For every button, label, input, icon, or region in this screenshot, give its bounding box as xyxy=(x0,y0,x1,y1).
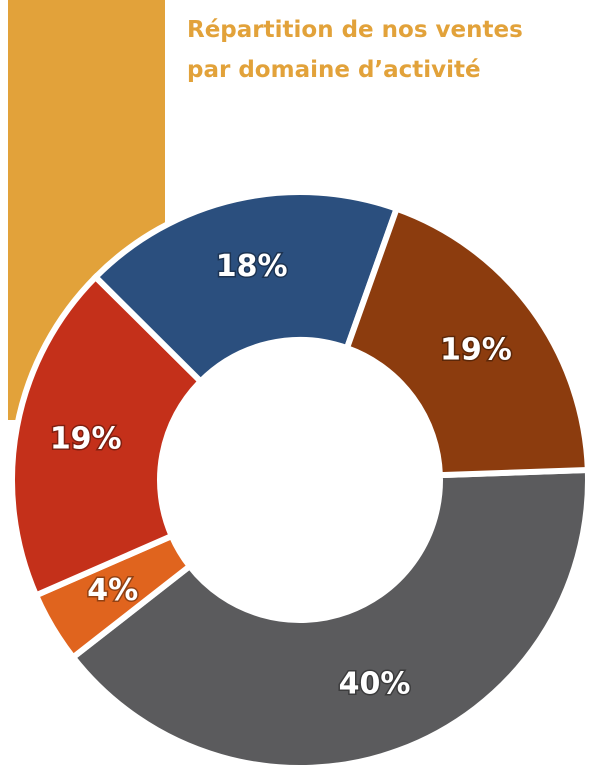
data-label: 4% xyxy=(87,573,138,608)
donut-slice xyxy=(91,189,401,386)
chart-title: Répartition de nos ventes par domaine d’… xyxy=(187,17,523,83)
donut-slice xyxy=(9,272,205,600)
donut-slice xyxy=(343,204,591,479)
donut-slice xyxy=(68,466,591,768)
data-label: 19% xyxy=(50,421,122,456)
data-label: 40% xyxy=(339,666,411,701)
data-label: 18% xyxy=(216,249,288,284)
data-label: 19% xyxy=(440,333,512,368)
